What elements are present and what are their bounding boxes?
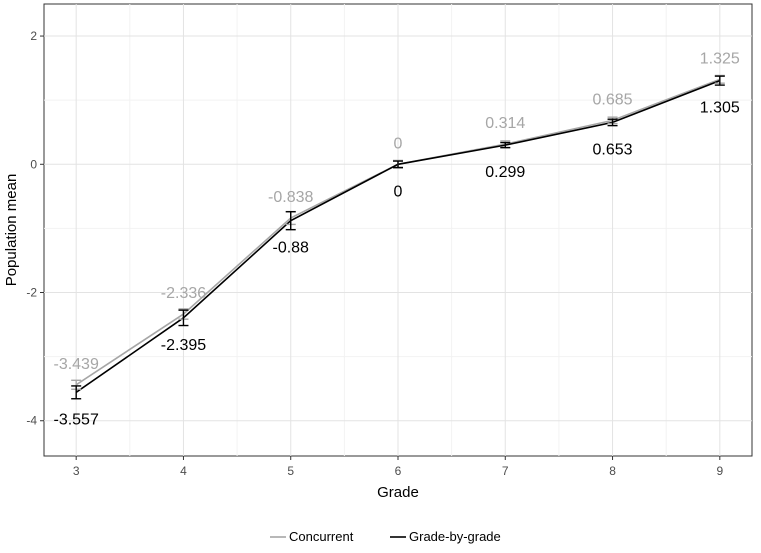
y-tick-label: 0 — [30, 157, 37, 171]
error-bar — [178, 309, 189, 327]
x-tick-label: 3 — [73, 464, 80, 478]
data-label-concurrent: -0.838 — [268, 189, 313, 206]
legend-item: Concurrent — [270, 529, 354, 544]
data-label-concurrent: -3.439 — [53, 356, 98, 373]
data-label-grade-by-grade: 1.305 — [700, 100, 740, 117]
error-bar — [71, 385, 82, 400]
legend-label: Concurrent — [289, 529, 354, 544]
x-tick-label: 9 — [716, 464, 723, 478]
data-label-grade-by-grade: -3.557 — [53, 411, 98, 428]
error-bars — [71, 74, 725, 400]
data-label-concurrent: 0.685 — [593, 91, 633, 108]
data-label-grade-by-grade: -2.395 — [161, 337, 206, 354]
x-tick-label: 4 — [180, 464, 187, 478]
y-axis-title: Population mean — [3, 174, 20, 287]
legend-item: Grade-by-grade — [390, 529, 501, 544]
error-bar — [500, 141, 511, 149]
data-label-grade-by-grade: -0.88 — [272, 240, 309, 257]
data-labels: -3.439 -3.557 -2.336 -2.395 -0.838 -0.88 0 0 0.3… — [53, 50, 739, 428]
y-tick-label: 2 — [30, 29, 37, 43]
x-axis-ticks: 3 4 5 6 7 8 9 — [73, 456, 723, 478]
y-tick-label: -4 — [26, 414, 37, 428]
x-tick-label: 8 — [609, 464, 616, 478]
legend-label: Grade-by-grade — [409, 529, 501, 544]
data-label-concurrent: 1.325 — [700, 50, 740, 67]
data-label-concurrent: 0 — [394, 135, 403, 152]
data-label-grade-by-grade: 0.299 — [485, 164, 525, 181]
error-bar — [393, 160, 403, 169]
data-label-concurrent: 0.314 — [485, 115, 525, 132]
legend: Concurrent Grade-by-grade — [270, 529, 501, 544]
y-tick-label: -2 — [26, 286, 37, 300]
data-label-concurrent: -2.336 — [161, 285, 206, 302]
y-axis-ticks: 2 0 -2 -4 — [26, 29, 44, 428]
x-axis-title: Grade — [377, 484, 419, 501]
error-bar — [607, 118, 618, 127]
x-tick-label: 6 — [395, 464, 402, 478]
x-tick-label: 7 — [502, 464, 509, 478]
x-tick-label: 5 — [287, 464, 294, 478]
data-label-grade-by-grade: 0.653 — [593, 141, 633, 158]
data-label-grade-by-grade: 0 — [394, 183, 403, 200]
error-bar — [285, 211, 296, 231]
error-bar — [714, 75, 725, 86]
